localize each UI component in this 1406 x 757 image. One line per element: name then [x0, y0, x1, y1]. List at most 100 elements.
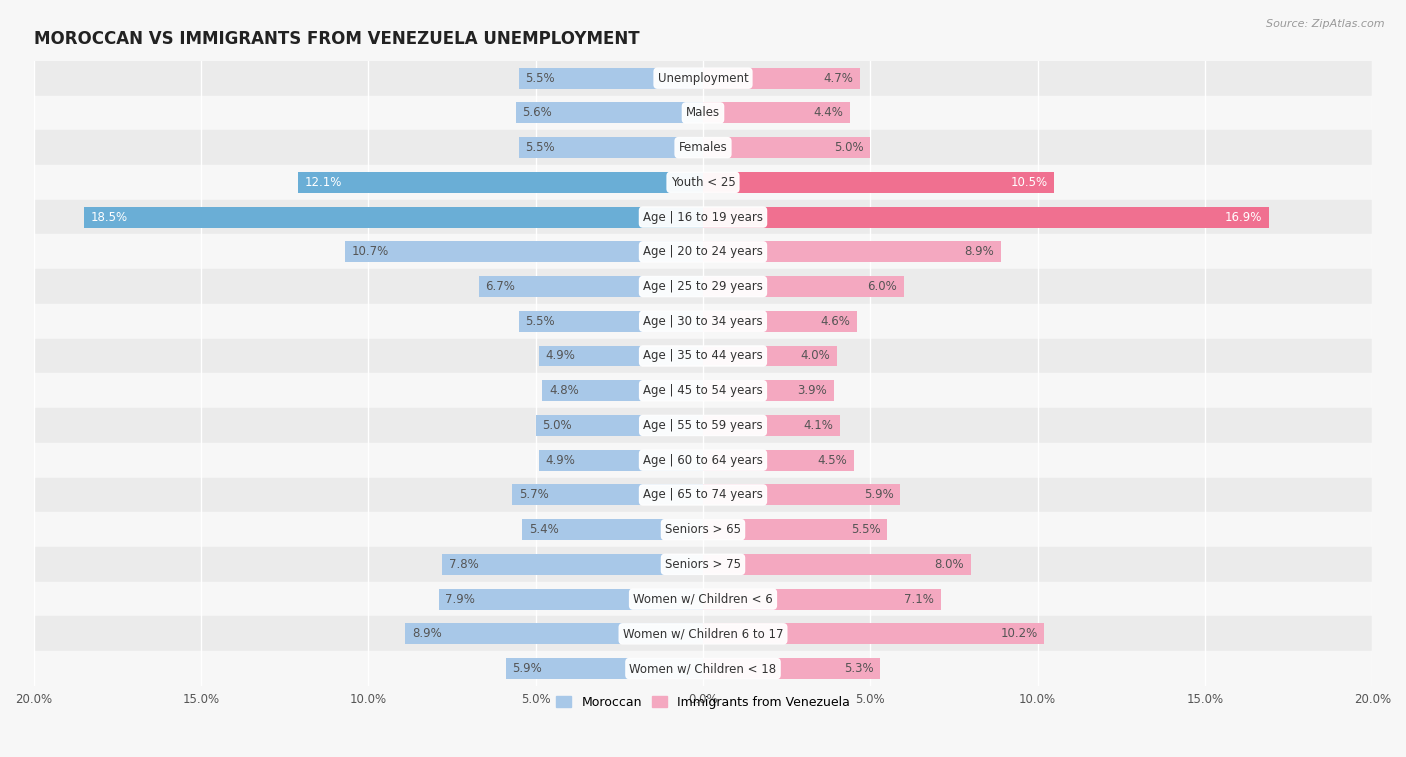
Bar: [34, 130, 1372, 165]
Bar: [703, 589, 941, 609]
Text: 4.1%: 4.1%: [804, 419, 834, 432]
Text: Source: ZipAtlas.com: Source: ZipAtlas.com: [1267, 19, 1385, 29]
Text: 5.9%: 5.9%: [865, 488, 894, 501]
Text: 4.0%: 4.0%: [800, 350, 830, 363]
Bar: [703, 68, 860, 89]
Text: 5.4%: 5.4%: [529, 523, 558, 536]
Text: Age | 16 to 19 years: Age | 16 to 19 years: [643, 210, 763, 223]
Bar: [34, 512, 1372, 547]
Bar: [519, 311, 703, 332]
Text: 8.9%: 8.9%: [412, 628, 441, 640]
Text: 10.5%: 10.5%: [1011, 176, 1047, 188]
Bar: [538, 346, 703, 366]
Text: 5.6%: 5.6%: [522, 107, 553, 120]
Bar: [34, 200, 1372, 235]
Text: 8.0%: 8.0%: [935, 558, 965, 571]
Bar: [34, 408, 1372, 443]
Bar: [703, 276, 904, 297]
Bar: [34, 61, 1372, 95]
Text: 4.5%: 4.5%: [817, 453, 846, 466]
Bar: [34, 581, 1372, 616]
Text: Women w/ Children < 18: Women w/ Children < 18: [630, 662, 776, 675]
Text: Age | 30 to 34 years: Age | 30 to 34 years: [643, 315, 763, 328]
Bar: [478, 276, 703, 297]
Bar: [34, 547, 1372, 581]
Text: Youth < 25: Youth < 25: [671, 176, 735, 188]
Text: 5.0%: 5.0%: [543, 419, 572, 432]
Text: Seniors > 75: Seniors > 75: [665, 558, 741, 571]
Text: 12.1%: 12.1%: [305, 176, 342, 188]
Text: Age | 25 to 29 years: Age | 25 to 29 years: [643, 280, 763, 293]
Text: Age | 65 to 74 years: Age | 65 to 74 years: [643, 488, 763, 501]
Text: 3.9%: 3.9%: [797, 385, 827, 397]
Text: 10.2%: 10.2%: [1001, 628, 1038, 640]
Text: 5.7%: 5.7%: [519, 488, 548, 501]
Text: Males: Males: [686, 107, 720, 120]
Bar: [703, 554, 970, 575]
Bar: [84, 207, 703, 228]
Text: 4.9%: 4.9%: [546, 453, 575, 466]
Text: Seniors > 65: Seniors > 65: [665, 523, 741, 536]
Text: 4.7%: 4.7%: [824, 72, 853, 85]
Text: MOROCCAN VS IMMIGRANTS FROM VENEZUELA UNEMPLOYMENT: MOROCCAN VS IMMIGRANTS FROM VENEZUELA UN…: [34, 30, 640, 48]
Legend: Moroccan, Immigrants from Venezuela: Moroccan, Immigrants from Venezuela: [551, 691, 855, 714]
Bar: [522, 519, 703, 540]
Bar: [703, 380, 834, 401]
Bar: [516, 102, 703, 123]
Bar: [34, 443, 1372, 478]
Bar: [34, 235, 1372, 269]
Bar: [703, 415, 841, 436]
Text: 5.5%: 5.5%: [526, 315, 555, 328]
Bar: [703, 519, 887, 540]
Text: Age | 55 to 59 years: Age | 55 to 59 years: [643, 419, 763, 432]
Text: 5.5%: 5.5%: [526, 72, 555, 85]
Bar: [34, 95, 1372, 130]
Text: 8.9%: 8.9%: [965, 245, 994, 258]
Text: Age | 20 to 24 years: Age | 20 to 24 years: [643, 245, 763, 258]
Text: 4.6%: 4.6%: [821, 315, 851, 328]
Bar: [34, 373, 1372, 408]
Text: 4.4%: 4.4%: [814, 107, 844, 120]
Text: 6.0%: 6.0%: [868, 280, 897, 293]
Bar: [703, 346, 837, 366]
Text: 10.7%: 10.7%: [352, 245, 389, 258]
Text: 4.9%: 4.9%: [546, 350, 575, 363]
Text: 5.3%: 5.3%: [844, 662, 873, 675]
Bar: [34, 269, 1372, 304]
Text: Females: Females: [679, 141, 727, 154]
Bar: [34, 165, 1372, 200]
Bar: [506, 658, 703, 679]
Bar: [34, 338, 1372, 373]
Text: Age | 45 to 54 years: Age | 45 to 54 years: [643, 385, 763, 397]
Bar: [538, 450, 703, 471]
Text: 5.9%: 5.9%: [512, 662, 541, 675]
Bar: [439, 589, 703, 609]
Text: Unemployment: Unemployment: [658, 72, 748, 85]
Bar: [519, 137, 703, 158]
Text: 7.1%: 7.1%: [904, 593, 934, 606]
Bar: [703, 311, 858, 332]
Bar: [405, 624, 703, 644]
Text: 5.0%: 5.0%: [834, 141, 863, 154]
Bar: [703, 624, 1045, 644]
Bar: [298, 172, 703, 193]
Text: 18.5%: 18.5%: [90, 210, 128, 223]
Bar: [34, 616, 1372, 651]
Text: Women w/ Children 6 to 17: Women w/ Children 6 to 17: [623, 628, 783, 640]
Bar: [441, 554, 703, 575]
Bar: [703, 658, 880, 679]
Bar: [536, 415, 703, 436]
Text: Age | 60 to 64 years: Age | 60 to 64 years: [643, 453, 763, 466]
Bar: [703, 102, 851, 123]
Bar: [34, 478, 1372, 512]
Bar: [703, 450, 853, 471]
Text: Age | 35 to 44 years: Age | 35 to 44 years: [643, 350, 763, 363]
Text: 5.5%: 5.5%: [526, 141, 555, 154]
Bar: [344, 241, 703, 262]
Bar: [703, 172, 1054, 193]
Text: 7.8%: 7.8%: [449, 558, 478, 571]
Bar: [34, 304, 1372, 338]
Bar: [703, 137, 870, 158]
Text: 16.9%: 16.9%: [1225, 210, 1263, 223]
Bar: [543, 380, 703, 401]
